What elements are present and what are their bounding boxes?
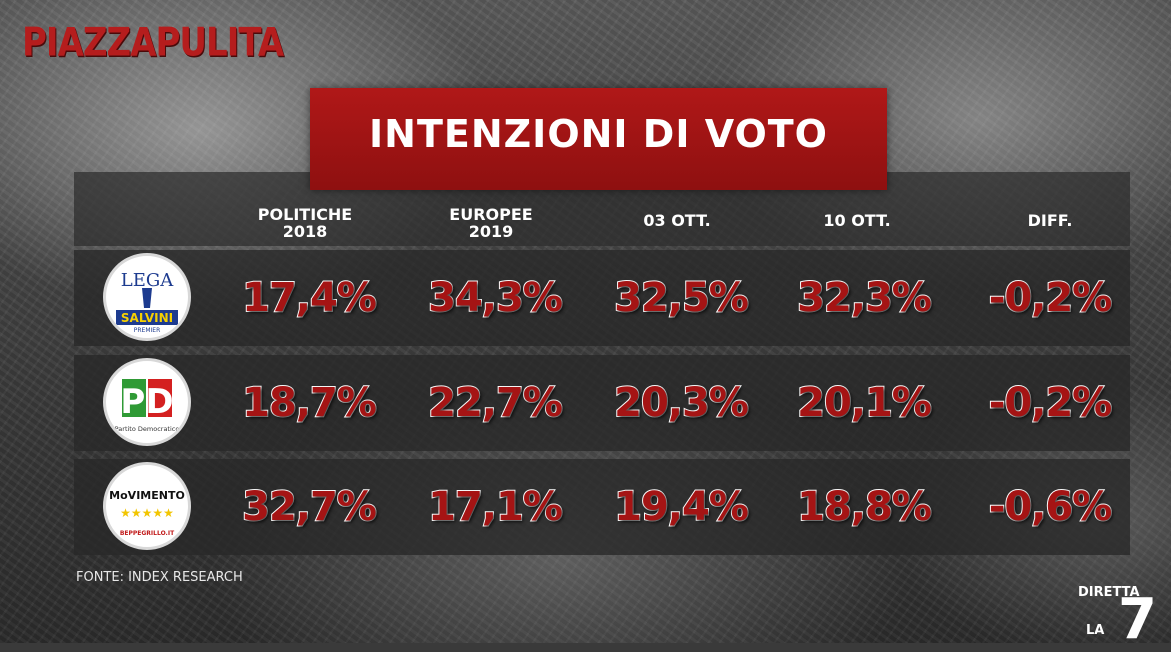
cell-pd-03-ott: 20,3% [613,379,750,427]
channel-number: 7 [1118,587,1157,652]
column-header-europee-2019: EUROPEE 2019 [411,206,571,240]
cell-lega-europee-2019: 34,3% [427,274,564,322]
column-header-diff: DIFF. [970,212,1130,229]
cell-m5s-diff: -0,6% [988,483,1114,531]
channel-logo: DIRETTA LA 7 [1078,585,1157,648]
column-header-line1: 03 OTT. [643,211,711,230]
m5s-logo-stars: ★★★★★ [120,506,174,520]
cell-lega-03-ott: 32,5% [613,274,750,322]
cell-pd-diff: -0,2% [988,379,1114,427]
pd-logo-top: PD [120,382,173,422]
table-row-lega [74,250,1130,346]
cell-lega-10-ott: 32,3% [796,274,933,322]
cell-lega-politiche-2018: 17,4% [241,274,378,322]
page-title: INTENZIONI DI VOTO [369,112,828,156]
column-header-line1: DIFF. [1027,211,1073,230]
table-row-pd [74,355,1130,451]
cell-m5s-10-ott: 18,8% [796,483,933,531]
column-header-03-ott: 03 OTT. [597,212,757,229]
cell-pd-europee-2019: 22,7% [427,379,564,427]
channel-line2: LA [1086,623,1105,638]
pd-logo: PD Partito Democratico [103,358,191,446]
m5s-logo-top: MoVIMENTO [109,489,185,502]
lega-logo-top: LEGA [121,270,174,291]
channel-line1: DIRETTA [1078,585,1140,600]
lega-logo-sub: PREMIER [134,327,160,334]
table-row-m5s [74,459,1130,555]
cell-m5s-europee-2019: 17,1% [427,483,564,531]
cell-lega-diff: -0,2% [988,274,1114,322]
m5s-logo: MoVIMENTO ★★★★★ BEPPEGRILLO.IT [103,462,191,550]
lega-logo-bottom: SALVINI [121,311,173,325]
column-header-line1: 10 OTT. [823,211,891,230]
column-header-line2: 2019 [468,222,514,241]
cell-m5s-politiche-2018: 32,7% [241,483,378,531]
m5s-logo-bottom: BEPPEGRILLO.IT [120,530,175,537]
source-note: FONTE: INDEX RESEARCH [76,570,243,585]
column-header-line1: POLITICHE [257,205,353,224]
pd-logo-bottom: Partito Democratico [115,425,180,433]
cell-pd-10-ott: 20,1% [796,379,933,427]
title-banner: INTENZIONI DI VOTO [310,88,887,190]
cell-pd-politiche-2018: 18,7% [241,379,378,427]
column-header-10-ott: 10 OTT. [777,212,937,229]
brand-logo: PIAZZAPULITA [22,20,284,66]
column-header-politiche-2018: POLITICHE 2018 [225,206,385,240]
column-header-line2: 2018 [282,222,328,241]
lega-logo: LEGA SALVINI PREMIER [103,253,191,341]
column-header-line1: EUROPEE [449,205,533,224]
cell-m5s-03-ott: 19,4% [613,483,750,531]
